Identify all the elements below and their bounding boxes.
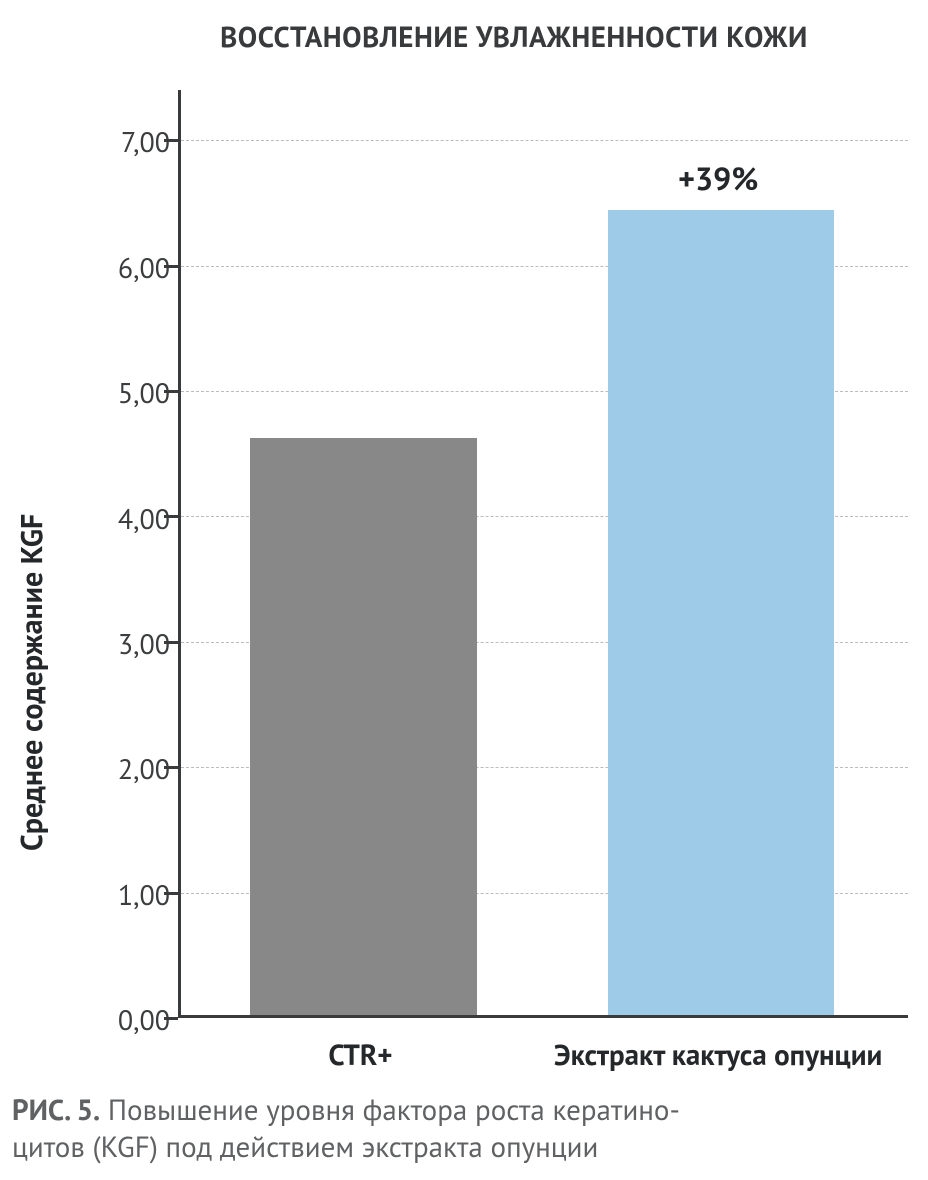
bar-value-label: +39% bbox=[605, 157, 831, 199]
caption-lead: РИС. 5. bbox=[12, 1091, 100, 1129]
y-tick-label: 6,00 bbox=[80, 249, 170, 286]
y-tick-mark bbox=[164, 766, 178, 769]
y-tick-mark bbox=[164, 139, 178, 142]
grid-line bbox=[181, 140, 908, 141]
y-tick-mark bbox=[164, 892, 178, 895]
y-tick-label: 2,00 bbox=[80, 750, 170, 787]
y-tick-mark bbox=[164, 390, 178, 393]
y-tick-mark bbox=[164, 515, 178, 518]
y-tick-mark bbox=[164, 641, 178, 644]
y-tick-label: 3,00 bbox=[80, 625, 170, 662]
x-category-label: Экстракт кактуса опунции bbox=[538, 1036, 898, 1074]
y-tick-label: 1,00 bbox=[80, 876, 170, 913]
y-axis-label: Среднее содержание KGF bbox=[12, 514, 51, 851]
plot-area bbox=[178, 90, 908, 1018]
y-tick-mark bbox=[164, 1017, 178, 1020]
y-tick-label: 5,00 bbox=[80, 374, 170, 411]
y-tick-label: 0,00 bbox=[80, 1001, 170, 1038]
y-tick-label: 7,00 bbox=[80, 123, 170, 160]
kgf-bar-chart: ВОССТАНОВЛЕНИЕ УВЛАЖНЕННОСТИ КОЖИ Средне… bbox=[0, 0, 928, 1180]
bar-1 bbox=[608, 210, 834, 1015]
bar-0 bbox=[250, 438, 476, 1015]
chart-title: ВОССТАНОВЛЕНИЕ УВЛАЖНЕННОСТИ КОЖИ bbox=[110, 18, 918, 56]
y-tick-label: 4,00 bbox=[80, 500, 170, 537]
x-category-label: CTR+ bbox=[181, 1036, 541, 1074]
caption-text: Повышение уровня фактора роста кератино-… bbox=[12, 1091, 680, 1166]
y-tick-mark bbox=[164, 265, 178, 268]
figure-caption: РИС. 5. Повышение уровня фактора роста к… bbox=[12, 1092, 908, 1166]
